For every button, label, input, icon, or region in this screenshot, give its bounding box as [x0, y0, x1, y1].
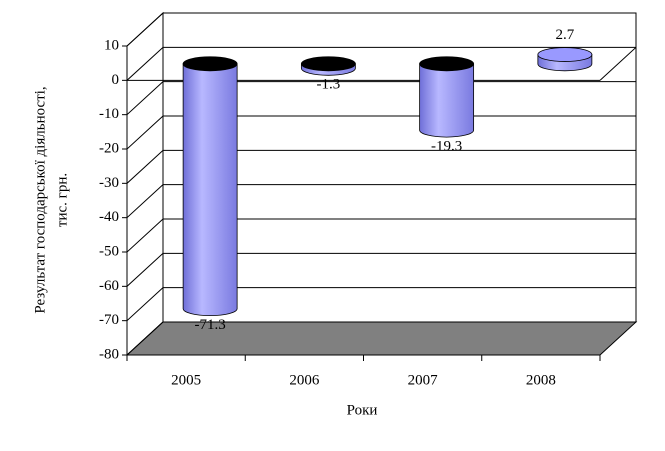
- grid-line-side: [126, 12, 164, 47]
- x-tick-label: 2006: [289, 372, 320, 388]
- zero-line-side: [599, 46, 637, 81]
- y-tick-label: -70: [99, 312, 119, 328]
- y-axis-label-line: тис. грн.: [54, 173, 70, 227]
- grid-line-side: [126, 149, 164, 184]
- x-tick-label: 2005: [171, 372, 201, 388]
- y-tick-label: -30: [99, 175, 119, 191]
- grid-line-side: [126, 321, 164, 356]
- x-tick-label: 2008: [526, 372, 556, 388]
- bar-cap: [300, 56, 356, 72]
- bar-cap: [182, 56, 238, 72]
- bar: [419, 63, 475, 138]
- y-tick-label: -40: [99, 209, 119, 225]
- grid-line-side: [126, 252, 164, 287]
- grid-line-side: [126, 46, 164, 81]
- grid-line-side: [126, 184, 164, 219]
- y-tick-label: 0: [112, 72, 120, 88]
- y-tick-label: -20: [99, 140, 119, 156]
- bar: [182, 63, 238, 317]
- y-tick-label: -60: [99, 278, 119, 294]
- bar-cap: [419, 56, 475, 72]
- y-tick-label: -50: [99, 243, 119, 259]
- y-tick-label: 10: [104, 37, 119, 53]
- bar-cap: [537, 47, 593, 62]
- grid-line-side: [126, 287, 164, 322]
- y-tick-label: -10: [99, 106, 119, 122]
- grid-line-side: [126, 81, 164, 116]
- x-tick-label: 2007: [408, 372, 439, 388]
- grid-line-side: [126, 218, 164, 253]
- y-tick-label: -80: [99, 346, 119, 362]
- y-axis-label-line: Результат господарської діяльності,: [32, 86, 48, 313]
- x-axis-label: Роки: [347, 402, 378, 418]
- data-label: -71.3: [195, 317, 226, 333]
- grid-line-side: [126, 115, 164, 150]
- data-label: 2.7: [556, 27, 575, 43]
- data-label: -1.3: [317, 77, 341, 93]
- data-label: -19.3: [431, 139, 462, 155]
- y-axis-label: Результат господарської діяльності, тис. …: [32, 86, 70, 313]
